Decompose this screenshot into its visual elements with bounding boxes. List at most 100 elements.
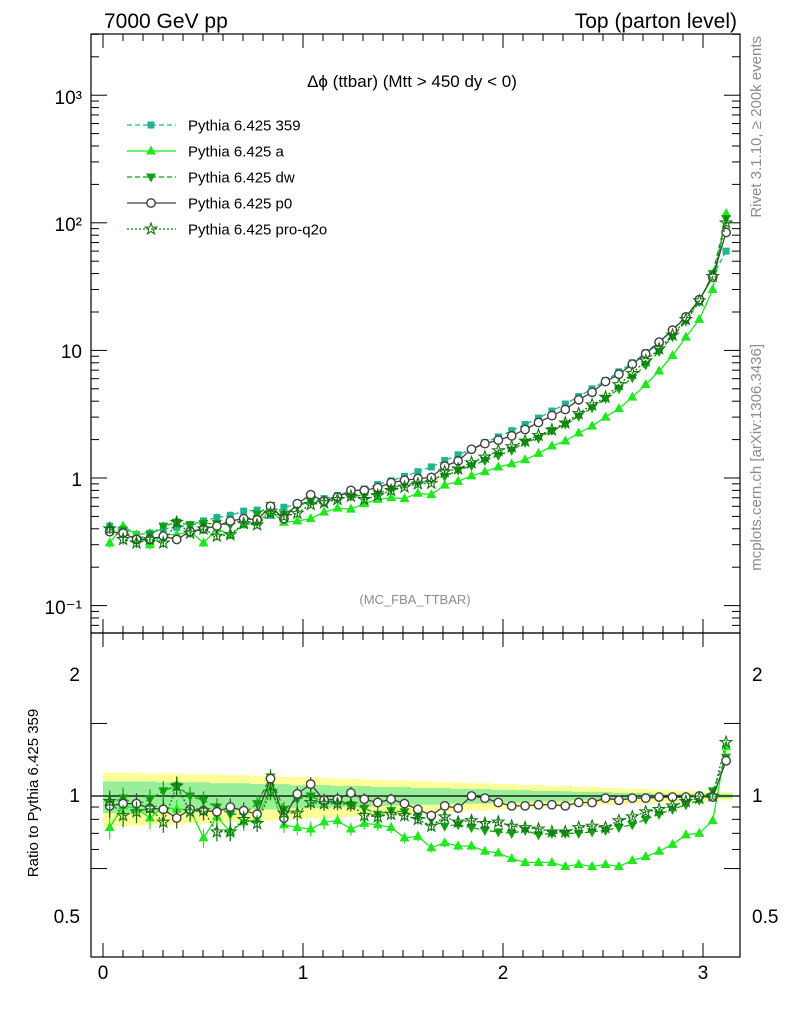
data-point-dw — [640, 815, 651, 825]
data-point-a — [292, 515, 303, 525]
data-point-a — [319, 506, 330, 516]
data-point-a — [386, 822, 397, 832]
data-point-a — [707, 815, 718, 825]
data-point-dw — [479, 826, 490, 836]
data-point-a — [627, 854, 638, 864]
data-point-q2o — [102, 521, 118, 535]
data-point-p0 — [265, 773, 276, 784]
data-point-a — [640, 379, 651, 389]
data-point-q2o — [343, 797, 359, 811]
legend-marker-a — [146, 145, 156, 155]
data-point-p359 — [253, 506, 261, 514]
data-point-a — [573, 427, 584, 437]
data-point-p0 — [654, 792, 664, 802]
data-point-a — [426, 489, 437, 499]
data-point-p0 — [560, 800, 571, 811]
xtick-label: 1 — [298, 963, 309, 984]
data-point-q2o — [356, 491, 372, 506]
data-point-p0 — [305, 779, 316, 790]
data-point-a — [171, 803, 182, 813]
data-point-a — [667, 350, 678, 360]
data-point-p0 — [372, 482, 383, 493]
data-point-p359 — [280, 503, 288, 511]
data-point-a — [319, 816, 330, 826]
data-point-a — [372, 819, 383, 829]
data-point-p0 — [345, 788, 356, 798]
data-point-a — [667, 838, 678, 848]
data-point-q2o — [397, 807, 412, 822]
data-point-a — [198, 537, 209, 547]
data-point-q2o — [490, 814, 506, 829]
data-point-p0 — [627, 793, 638, 804]
data-point-a — [453, 475, 464, 485]
data-point-a — [680, 331, 691, 341]
data-point-q2o — [705, 268, 721, 283]
data-point-q2o — [316, 495, 332, 509]
data-point-a — [707, 284, 718, 294]
data-point-q2o — [504, 438, 520, 453]
data-point-q2o — [557, 824, 573, 839]
ratio-plot — [90, 632, 741, 958]
data-point-a — [573, 858, 584, 868]
data-point-q2o — [316, 795, 332, 810]
data-point-dw — [185, 792, 196, 802]
data-point-a — [345, 823, 356, 833]
data-point-q2o — [638, 353, 654, 367]
data-point-p0 — [600, 793, 611, 804]
data-point-p0 — [506, 430, 517, 441]
data-point-a — [466, 470, 477, 480]
data-point-p359 — [427, 463, 435, 471]
ratio-frame — [90, 632, 741, 958]
data-point-q2o — [611, 376, 627, 391]
data-point-p0 — [225, 802, 236, 812]
data-point-p0 — [493, 797, 504, 808]
data-point-p359 — [521, 420, 529, 428]
data-point-p0 — [600, 376, 611, 387]
data-point-q2o — [531, 427, 546, 442]
main-plot — [90, 33, 741, 634]
data-point-q2o — [437, 464, 453, 478]
data-point-a — [654, 365, 665, 375]
legend-marker-p359 — [147, 121, 155, 129]
data-point-q2o — [102, 793, 118, 808]
legend-marker-q2o — [143, 221, 159, 236]
data-point-q2o — [115, 531, 131, 546]
data-point-q2o — [718, 734, 734, 749]
data-point-dw — [158, 787, 169, 797]
data-point-a — [546, 440, 557, 450]
data-point-p359 — [213, 514, 221, 522]
data-point-dw — [613, 824, 624, 834]
series-line-q2o — [109, 742, 727, 833]
data-point-a — [613, 860, 624, 870]
data-point-dw — [493, 828, 504, 838]
data-point-a — [439, 479, 450, 489]
data-point-a — [627, 391, 638, 401]
data-point-p359 — [441, 457, 449, 465]
data-point-p0 — [171, 534, 182, 545]
data-point-p0 — [547, 799, 557, 810]
data-point-q2o — [196, 802, 211, 817]
data-point-q2o — [263, 784, 278, 799]
data-point-dw — [466, 824, 477, 834]
data-point-q2o — [665, 327, 680, 342]
data-point-a — [479, 466, 490, 476]
data-point-q2o — [129, 804, 144, 818]
data-point-p0 — [171, 813, 182, 823]
data-point-q2o — [624, 365, 640, 380]
data-point-a — [332, 815, 343, 825]
data-point-p0 — [292, 789, 303, 799]
data-point-q2o — [236, 515, 252, 530]
data-point-p0 — [466, 444, 477, 455]
ytick-label-ratio-right: 1 — [752, 786, 763, 807]
data-point-q2o — [209, 528, 225, 543]
data-point-a — [104, 537, 115, 547]
data-point-p0 — [560, 404, 571, 415]
data-point-q2o — [557, 415, 573, 430]
data-point-q2o — [678, 793, 694, 808]
data-point-p0 — [386, 477, 396, 488]
data-point-p0 — [573, 797, 584, 808]
data-point-q2o — [638, 804, 654, 818]
data-point-dw — [158, 522, 169, 532]
data-point-p0 — [533, 417, 544, 428]
data-point-p0 — [225, 516, 236, 526]
